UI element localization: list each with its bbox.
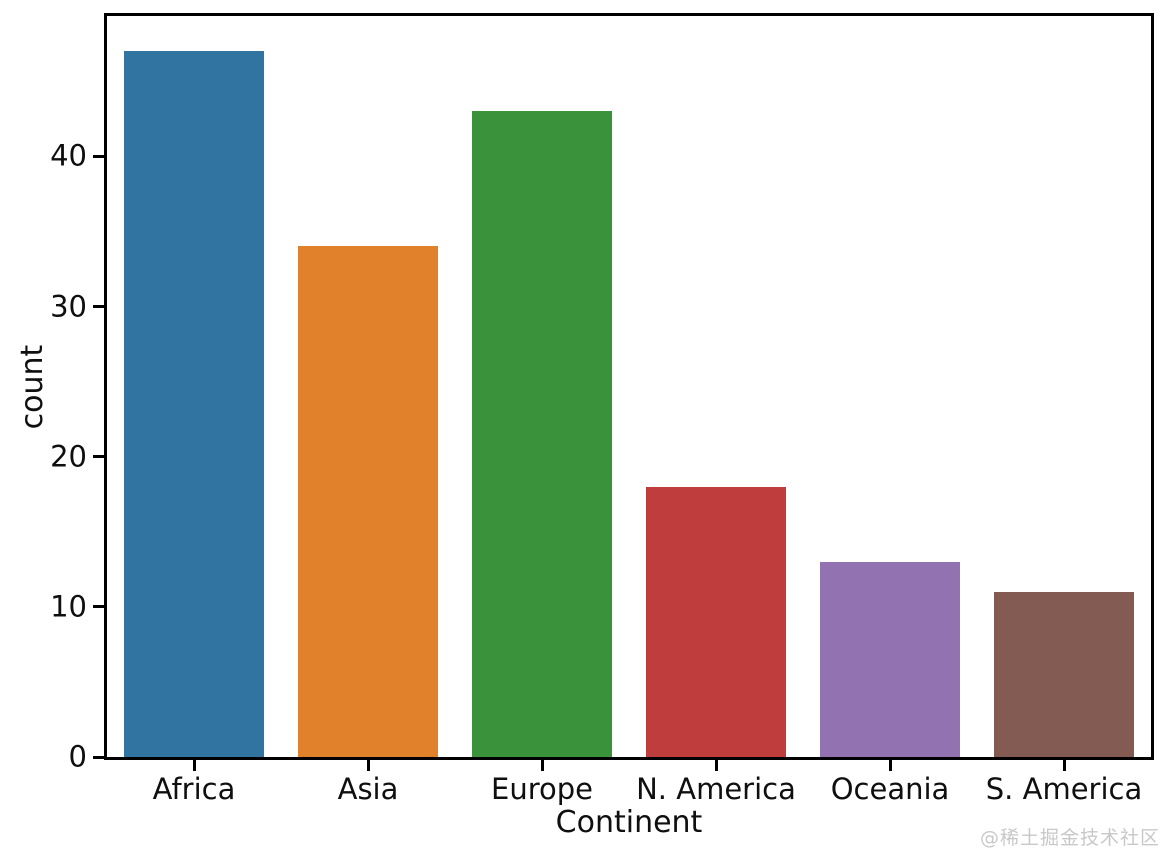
x-tick-europe	[540, 760, 544, 771]
y-tick-label-10: 10	[50, 589, 87, 624]
x-tick-n-america	[714, 760, 718, 771]
x-tick-africa	[192, 760, 196, 771]
y-tick-40	[93, 154, 104, 158]
x-tick-s-america	[1062, 760, 1066, 771]
y-tick-20	[93, 455, 104, 459]
y-tick-label-40: 40	[50, 138, 87, 173]
y-tick-30	[93, 305, 104, 309]
watermark-text: @稀土掘金技术社区	[979, 827, 1160, 849]
x-tick-label-oceania: Oceania	[830, 772, 950, 806]
x-tick-oceania	[888, 760, 892, 771]
y-tick-label-0: 0	[68, 739, 87, 774]
bar-oceania	[820, 561, 960, 757]
x-tick-label-s-america: S. America	[985, 772, 1143, 806]
y-tick-0	[93, 755, 104, 759]
bar-n-america	[646, 486, 786, 757]
bar-s-america	[994, 591, 1134, 757]
y-tick-label-20: 20	[50, 439, 87, 474]
y-tick-label-30: 30	[50, 289, 87, 324]
x-tick-label-africa: Africa	[152, 772, 236, 806]
bar-africa	[124, 51, 264, 757]
bar-asia	[298, 246, 438, 757]
x-tick-label-n-america: N. America	[636, 772, 796, 806]
x-tick-label-asia: Asia	[337, 772, 399, 806]
y-axis-label: count	[15, 344, 50, 430]
x-axis-label: Continent	[555, 805, 703, 840]
y-tick-10	[93, 605, 104, 609]
x-tick-asia	[366, 760, 370, 771]
bar-europe	[472, 111, 612, 757]
plot-area: Africa Asia Europe N. America Oceania S. Amer…	[50, 13, 1154, 805]
x-tick-label-europe: Europe	[491, 772, 593, 806]
